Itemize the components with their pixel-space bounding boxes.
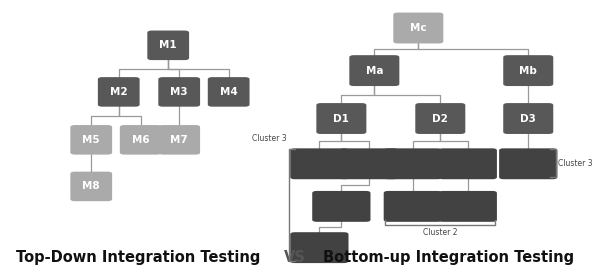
- FancyBboxPatch shape: [499, 148, 557, 179]
- Text: M6: M6: [132, 135, 149, 145]
- Text: VS: VS: [284, 250, 305, 265]
- FancyBboxPatch shape: [70, 125, 112, 155]
- FancyBboxPatch shape: [290, 148, 349, 179]
- FancyBboxPatch shape: [312, 191, 370, 222]
- FancyBboxPatch shape: [439, 191, 497, 222]
- FancyBboxPatch shape: [158, 77, 200, 107]
- FancyBboxPatch shape: [415, 103, 466, 134]
- FancyBboxPatch shape: [383, 148, 442, 179]
- Text: M5: M5: [82, 135, 100, 145]
- Text: Ma: Ma: [365, 66, 383, 76]
- FancyBboxPatch shape: [290, 232, 349, 263]
- FancyBboxPatch shape: [98, 77, 140, 107]
- Text: D1: D1: [334, 114, 349, 123]
- FancyBboxPatch shape: [503, 55, 553, 86]
- FancyBboxPatch shape: [158, 125, 200, 155]
- FancyBboxPatch shape: [503, 103, 553, 134]
- FancyBboxPatch shape: [394, 13, 443, 44]
- FancyBboxPatch shape: [208, 77, 250, 107]
- FancyBboxPatch shape: [120, 125, 161, 155]
- Text: Top-Down Integration Testing: Top-Down Integration Testing: [16, 250, 260, 265]
- Text: M8: M8: [82, 181, 100, 192]
- Text: Cluster 2: Cluster 2: [423, 228, 458, 237]
- Text: M4: M4: [220, 87, 238, 97]
- Text: D3: D3: [520, 114, 536, 123]
- Text: M3: M3: [170, 87, 188, 97]
- Text: M1: M1: [160, 40, 177, 50]
- Text: Mb: Mb: [520, 66, 537, 76]
- Text: M7: M7: [170, 135, 188, 145]
- Text: Mc: Mc: [410, 23, 427, 33]
- Text: M2: M2: [110, 87, 128, 97]
- FancyBboxPatch shape: [340, 148, 398, 179]
- Text: Cluster 3: Cluster 3: [559, 159, 593, 168]
- FancyBboxPatch shape: [70, 172, 112, 201]
- Text: Bottom-up Integration Testing: Bottom-up Integration Testing: [323, 250, 574, 265]
- FancyBboxPatch shape: [148, 31, 189, 60]
- FancyBboxPatch shape: [383, 191, 442, 222]
- FancyBboxPatch shape: [316, 103, 367, 134]
- FancyBboxPatch shape: [439, 148, 497, 179]
- Text: Cluster 3: Cluster 3: [252, 134, 286, 143]
- FancyBboxPatch shape: [349, 55, 400, 86]
- Text: D2: D2: [433, 114, 448, 123]
